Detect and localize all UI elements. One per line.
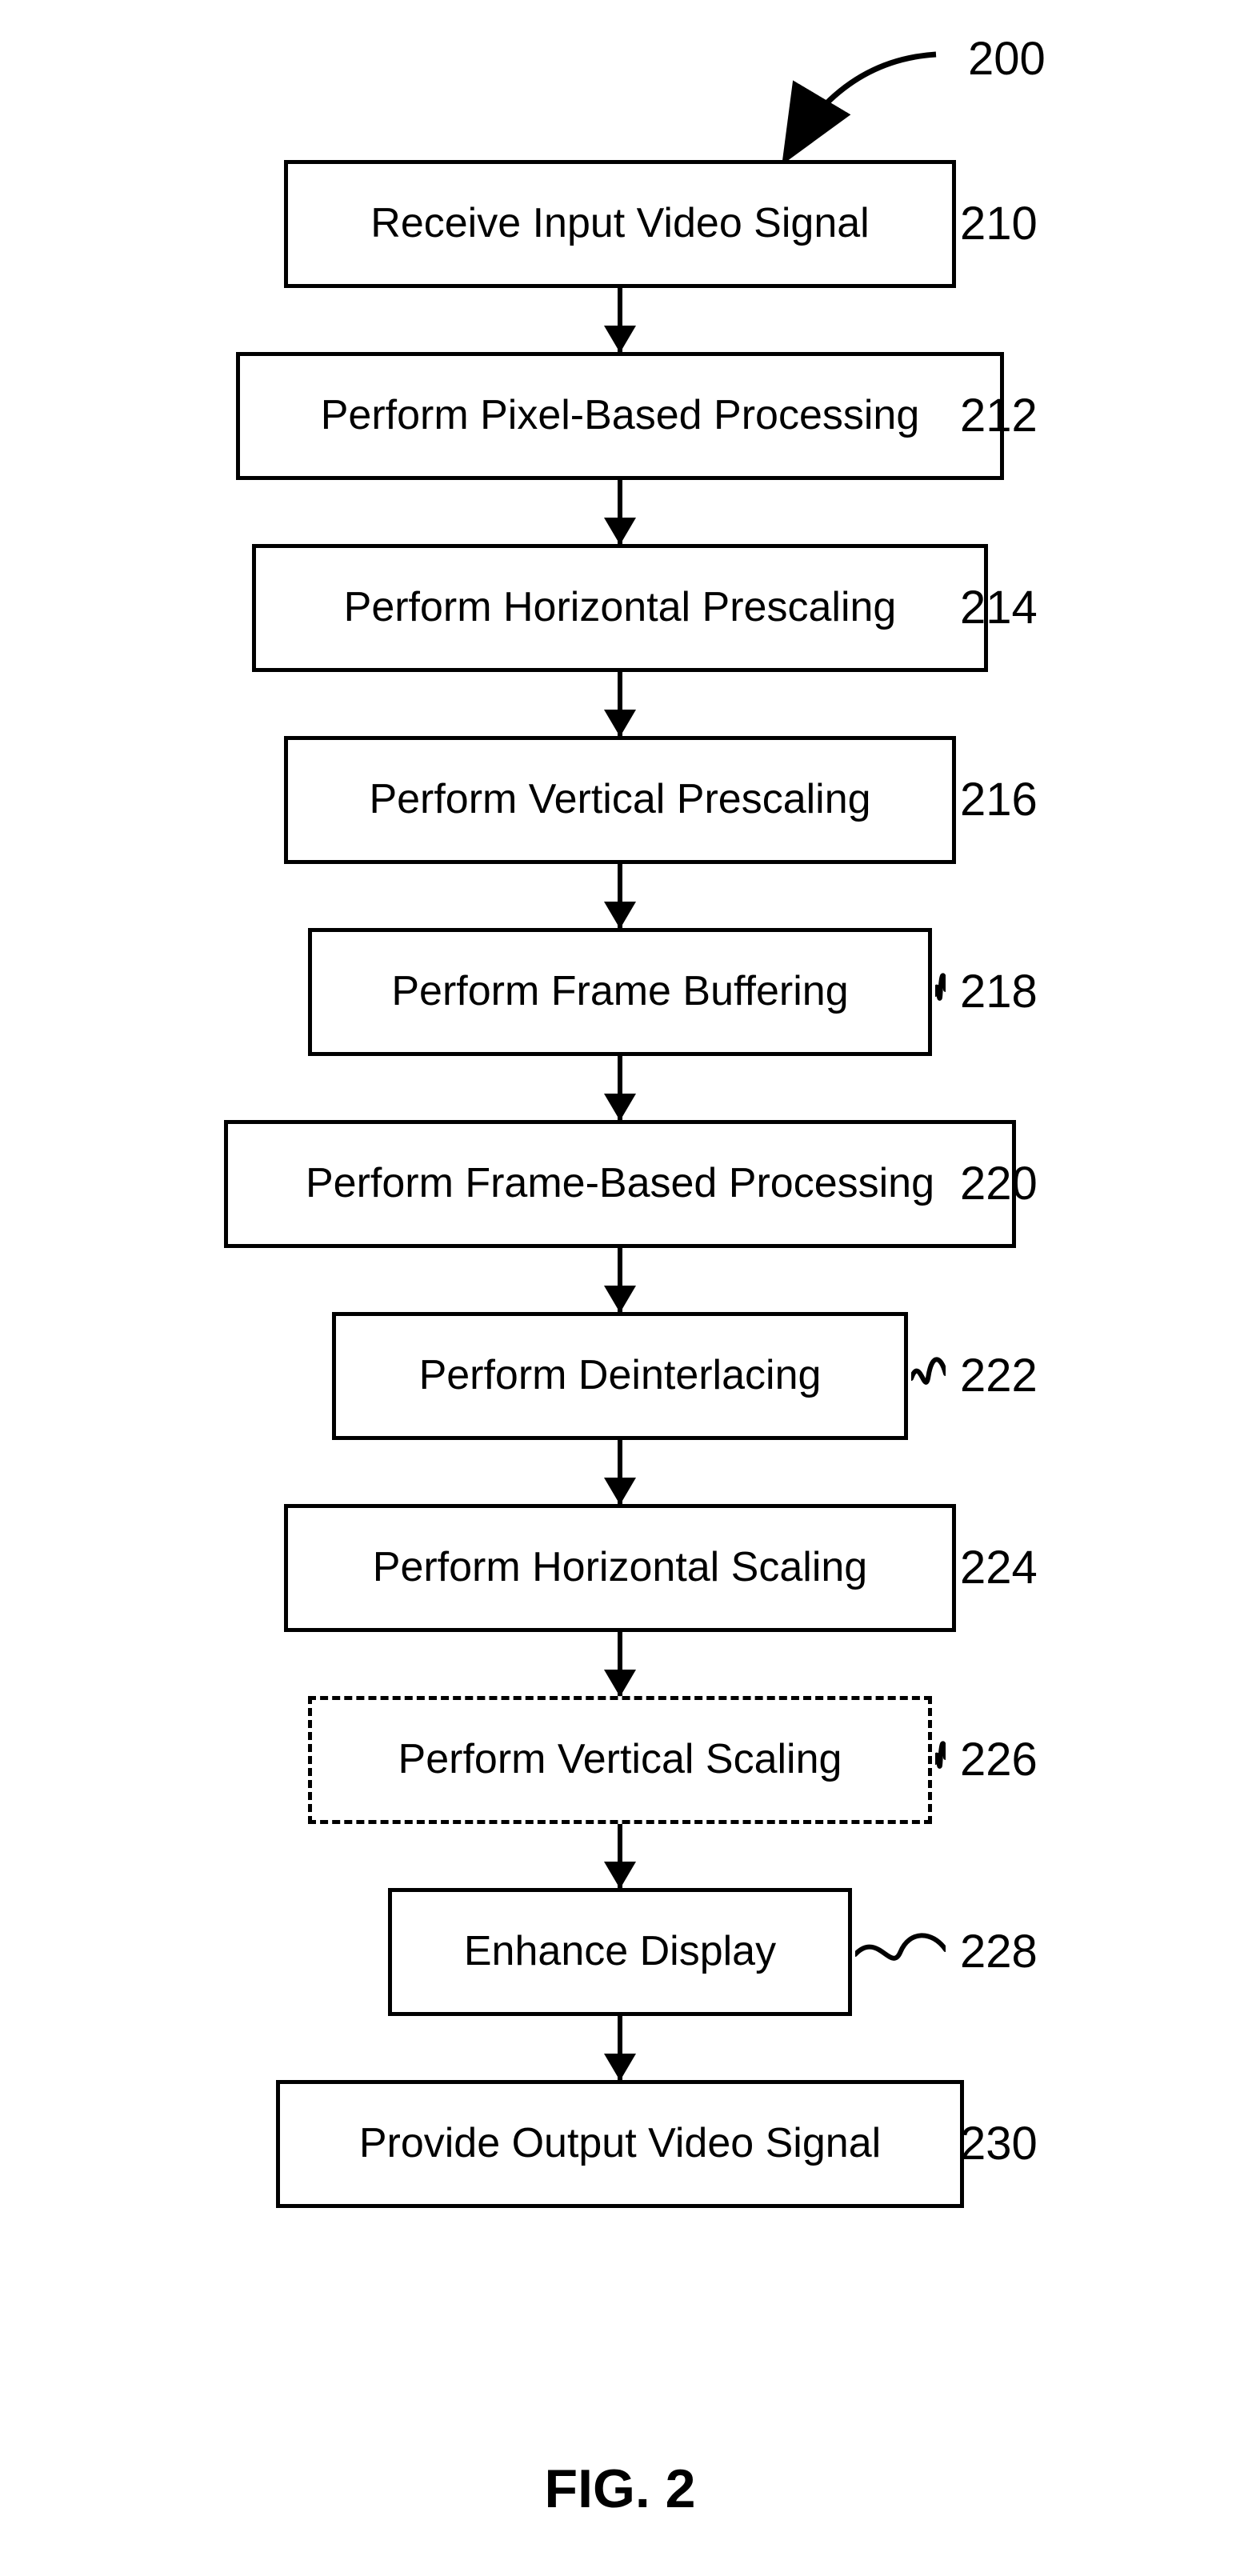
step-box-214: Perform Horizontal Prescaling xyxy=(252,544,988,672)
step-box-220: Perform Frame-Based Processing xyxy=(224,1120,1016,1248)
arrow-down-icon xyxy=(618,1248,622,1312)
step-box-212: Perform Pixel-Based Processing xyxy=(236,352,1004,480)
step-ref-label-228: 228 xyxy=(960,1925,1038,1978)
arrow-down-icon xyxy=(618,864,622,928)
step-ref-label-220: 220 xyxy=(960,1157,1038,1210)
step-ref-label-214: 214 xyxy=(960,581,1038,634)
arrow-down-icon xyxy=(618,1824,622,1888)
step-ref-label-226: 226 xyxy=(960,1733,1038,1786)
step-ref-label-224: 224 xyxy=(960,1541,1038,1594)
step-ref-label-230: 230 xyxy=(960,2117,1038,2170)
flowchart-column: Receive Input Video Signal Perform Pixel-… xyxy=(224,160,1016,2208)
step-ref-label-212: 212 xyxy=(960,389,1038,442)
step-box-230: Provide Output Video Signal xyxy=(276,2080,964,2208)
entry-arrow xyxy=(752,40,960,176)
step-ref-label-218: 218 xyxy=(960,965,1038,1018)
step-ref-label-216: 216 xyxy=(960,773,1038,826)
figure-canvas: 200 Receive Input Video Signal Perform Pi… xyxy=(0,0,1240,2576)
step-box-224: Perform Horizontal Scaling xyxy=(284,1504,956,1632)
step-box-210: Receive Input Video Signal xyxy=(284,160,956,288)
step-box-226: Perform Vertical Scaling xyxy=(308,1696,932,1824)
step-ref-label-210: 210 xyxy=(960,197,1038,250)
step-ref-label-222: 222 xyxy=(960,1349,1038,1402)
figure-ref-label: 200 xyxy=(968,32,1046,86)
step-box-216: Perform Vertical Prescaling xyxy=(284,736,956,864)
arrow-down-icon xyxy=(618,1056,622,1120)
step-box-222: Perform Deinterlacing xyxy=(332,1312,908,1440)
arrow-down-icon xyxy=(618,288,622,352)
arrow-down-icon xyxy=(618,2016,622,2080)
arrow-down-icon xyxy=(618,480,622,544)
step-box-228: Enhance Display xyxy=(388,1888,852,2016)
arrow-down-icon xyxy=(618,1632,622,1696)
figure-caption: FIG. 2 xyxy=(545,2458,696,2520)
arrow-down-icon xyxy=(618,1440,622,1504)
arrow-down-icon xyxy=(618,672,622,736)
step-box-218: Perform Frame Buffering xyxy=(308,928,932,1056)
